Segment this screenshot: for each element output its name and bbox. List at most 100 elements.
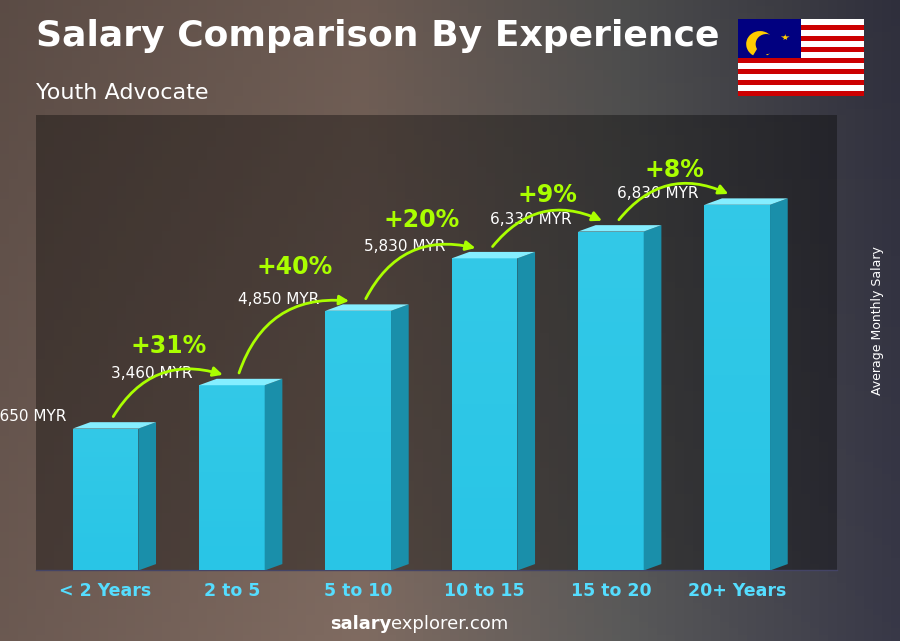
Bar [578,424,644,435]
Bar [705,510,770,522]
Polygon shape [265,379,283,570]
Bar [325,354,391,363]
Bar [325,423,391,432]
Bar [452,373,518,383]
Bar [705,339,770,351]
Bar [73,528,139,533]
Bar [578,446,644,458]
Bar [738,85,864,90]
Bar [578,333,644,345]
Bar [452,415,518,425]
Bar [452,300,518,310]
Bar [325,337,391,345]
Bar [738,90,864,96]
Text: 3,460 MYR: 3,460 MYR [112,366,193,381]
Bar [705,229,770,242]
Bar [705,242,770,254]
Bar [73,457,139,462]
Bar [73,542,139,547]
Bar [705,376,770,388]
Bar [199,558,265,564]
Bar [325,406,391,415]
Bar [705,254,770,266]
Bar [199,540,265,545]
Bar [452,342,518,352]
Polygon shape [139,422,156,570]
Wedge shape [746,31,774,55]
Bar [199,404,265,410]
Bar [325,380,391,388]
Bar [705,204,770,570]
Bar [705,278,770,290]
Bar [705,461,770,473]
Bar [452,445,518,456]
Bar [199,478,265,484]
Bar [452,425,518,435]
Bar [325,553,391,562]
Bar [705,217,770,229]
Bar [199,428,265,435]
Bar [705,266,770,278]
Bar [325,345,391,354]
Text: 4,850 MYR: 4,850 MYR [238,292,319,306]
Bar [452,435,518,445]
Bar [73,533,139,537]
Bar [578,231,644,243]
Bar [452,310,518,320]
Bar [705,290,770,303]
Bar [578,390,644,401]
Bar [199,416,265,422]
Bar [73,462,139,467]
Bar [199,528,265,533]
Bar [199,515,265,521]
Bar [705,449,770,461]
Bar [73,537,139,542]
Bar [73,519,139,523]
Bar [325,328,391,337]
Bar [738,30,864,36]
Bar [325,363,391,371]
Bar [73,471,139,476]
Bar [325,458,391,467]
Bar [578,299,644,311]
Bar [452,467,518,477]
Bar [325,432,391,440]
Bar [325,544,391,553]
Bar [578,311,644,322]
Text: 5,830 MYR: 5,830 MYR [364,239,446,254]
Polygon shape [705,198,788,204]
Bar [73,453,139,457]
Bar [452,529,518,539]
Bar [199,453,265,460]
Bar [705,497,770,510]
Text: +8%: +8% [644,158,704,182]
Bar [452,497,518,508]
Bar [452,269,518,279]
Bar [325,319,391,328]
Text: Salary Comparison By Experience: Salary Comparison By Experience [36,19,719,53]
Bar [705,363,770,376]
Bar [199,490,265,496]
Bar [738,79,864,85]
Bar [199,397,265,404]
Bar [199,392,265,397]
Bar [199,552,265,558]
Bar [199,521,265,528]
Bar [578,243,644,254]
Bar [452,362,518,373]
Bar [452,560,518,570]
Bar [199,484,265,490]
Bar [73,513,139,519]
Bar [199,441,265,447]
Bar [578,492,644,503]
Bar [578,277,644,288]
Bar [578,345,644,356]
Bar [199,435,265,441]
Bar [738,69,864,74]
Bar [738,36,864,41]
Bar [199,465,265,472]
Text: +40%: +40% [256,254,333,279]
Bar [578,503,644,514]
Bar [73,485,139,490]
Polygon shape [199,379,283,385]
